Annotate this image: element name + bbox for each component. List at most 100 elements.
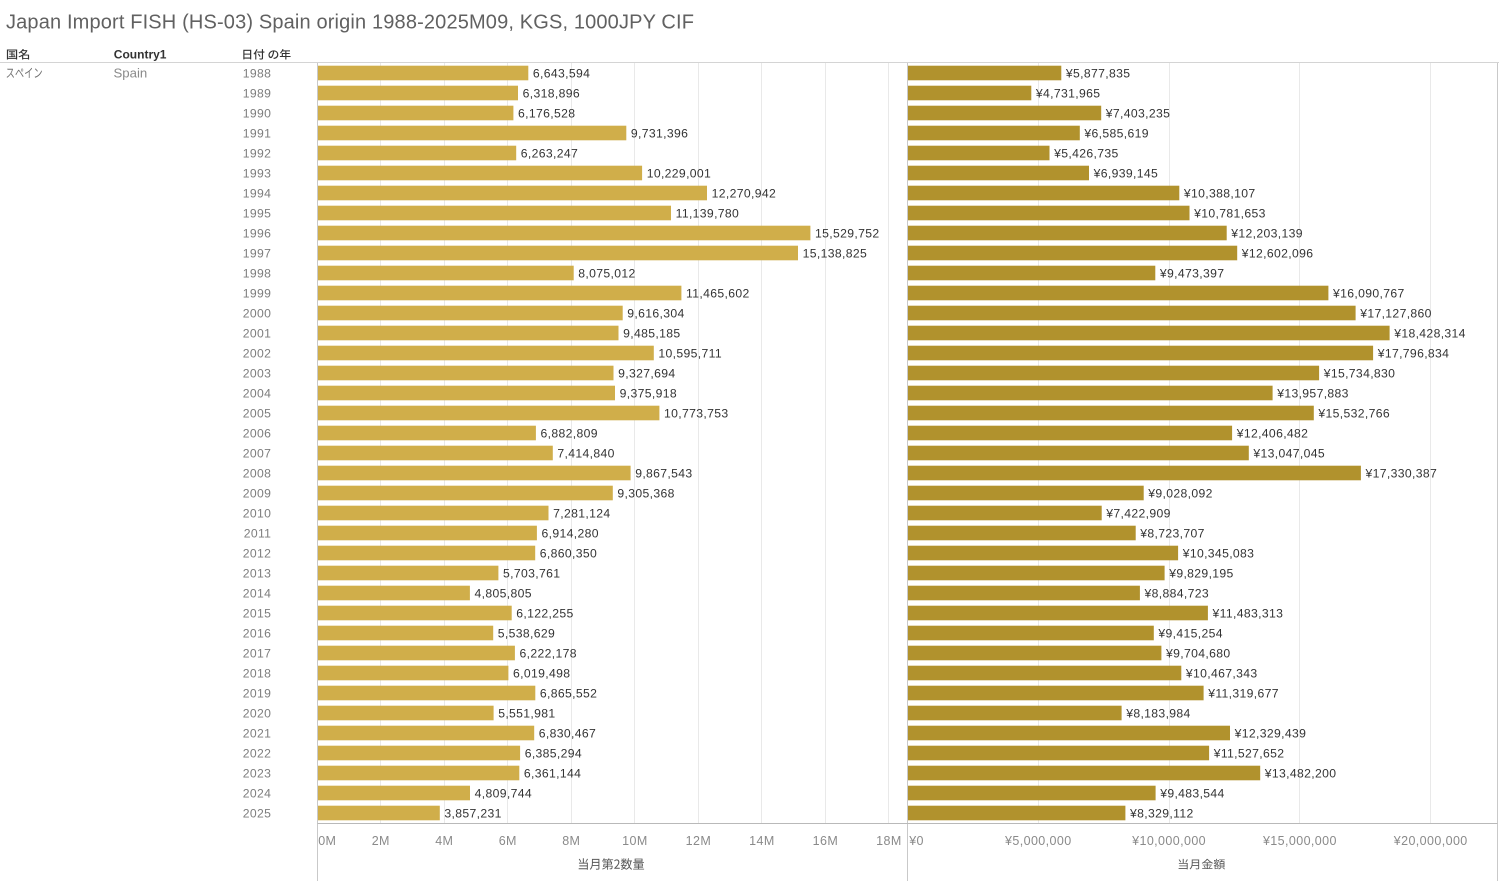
svg-text:¥12,329,439: ¥12,329,439 [1234, 727, 1307, 741]
svg-text:6,263,247: 6,263,247 [521, 147, 578, 161]
svg-text:2015: 2015 [243, 607, 272, 621]
svg-text:1996: 1996 [243, 227, 272, 241]
svg-text:6,361,144: 6,361,144 [524, 767, 581, 781]
svg-text:2006: 2006 [243, 427, 272, 441]
svg-text:¥10,781,653: ¥10,781,653 [1193, 207, 1266, 221]
svg-text:4,809,744: 4,809,744 [475, 787, 532, 801]
svg-text:¥9,704,680: ¥9,704,680 [1165, 647, 1231, 661]
svg-text:1991: 1991 [243, 127, 272, 141]
svg-text:2018: 2018 [243, 667, 272, 681]
svg-text:¥8,183,984: ¥8,183,984 [1125, 707, 1191, 721]
svg-text:6,914,280: 6,914,280 [542, 527, 599, 541]
svg-text:5,703,761: 5,703,761 [503, 567, 560, 581]
svg-text:¥20,000,000: ¥20,000,000 [1393, 834, 1468, 848]
svg-text:8,075,012: 8,075,012 [578, 267, 635, 281]
svg-text:1993: 1993 [243, 167, 272, 181]
svg-text:4,805,805: 4,805,805 [475, 587, 532, 601]
svg-text:¥8,329,112: ¥8,329,112 [1129, 807, 1194, 821]
svg-text:¥6,939,145: ¥6,939,145 [1093, 167, 1159, 181]
svg-text:2017: 2017 [243, 647, 272, 661]
svg-text:0M: 0M [318, 834, 336, 848]
svg-text:9,375,918: 9,375,918 [620, 387, 677, 401]
svg-text:6,882,809: 6,882,809 [541, 427, 598, 441]
svg-text:12,270,942: 12,270,942 [712, 187, 777, 201]
svg-text:¥7,403,235: ¥7,403,235 [1105, 107, 1171, 121]
svg-text:5,538,629: 5,538,629 [498, 627, 555, 641]
svg-text:2021: 2021 [243, 727, 272, 741]
svg-text:¥9,483,544: ¥9,483,544 [1159, 787, 1225, 801]
svg-text:9,616,304: 9,616,304 [627, 307, 684, 321]
svg-text:¥8,723,707: ¥8,723,707 [1139, 527, 1205, 541]
svg-text:1997: 1997 [243, 247, 272, 261]
svg-text:¥15,734,830: ¥15,734,830 [1323, 367, 1396, 381]
svg-text:5,551,981: 5,551,981 [498, 707, 555, 721]
svg-text:1989: 1989 [243, 87, 272, 101]
svg-text:¥17,796,834: ¥17,796,834 [1377, 347, 1450, 361]
svg-text:6,318,896: 6,318,896 [523, 87, 580, 101]
svg-text:2007: 2007 [243, 447, 272, 461]
svg-text:¥10,000,000: ¥10,000,000 [1131, 834, 1206, 848]
svg-text:¥17,127,860: ¥17,127,860 [1359, 307, 1432, 321]
svg-text:10M: 10M [622, 834, 648, 848]
svg-text:2002: 2002 [243, 347, 272, 361]
svg-text:14M: 14M [749, 834, 775, 848]
svg-text:1995: 1995 [243, 207, 272, 221]
svg-text:1999: 1999 [243, 287, 272, 301]
svg-text:¥13,957,883: ¥13,957,883 [1276, 387, 1349, 401]
svg-text:10,595,711: 10,595,711 [658, 347, 722, 361]
svg-text:2000: 2000 [243, 307, 272, 321]
svg-text:2016: 2016 [243, 627, 272, 641]
svg-text:1992: 1992 [243, 147, 272, 161]
svg-text:9,485,185: 9,485,185 [623, 327, 680, 341]
svg-text:¥11,483,313: ¥11,483,313 [1212, 607, 1284, 621]
svg-text:¥5,877,835: ¥5,877,835 [1065, 67, 1131, 81]
svg-text:¥4,731,965: ¥4,731,965 [1035, 87, 1101, 101]
svg-text:¥7,422,909: ¥7,422,909 [1105, 507, 1171, 521]
svg-text:6M: 6M [499, 834, 517, 848]
svg-text:2003: 2003 [243, 367, 272, 381]
svg-text:2020: 2020 [243, 707, 272, 721]
svg-text:6,865,552: 6,865,552 [540, 687, 597, 701]
svg-text:10,229,001: 10,229,001 [647, 167, 712, 181]
svg-text:¥18,428,314: ¥18,428,314 [1393, 327, 1466, 341]
svg-text:9,731,396: 9,731,396 [631, 127, 688, 141]
svg-text:6,830,467: 6,830,467 [539, 727, 596, 741]
svg-text:Country1: Country1 [114, 48, 167, 62]
svg-text:¥15,532,766: ¥15,532,766 [1317, 407, 1390, 421]
svg-text:¥10,388,107: ¥10,388,107 [1183, 187, 1256, 201]
svg-text:2004: 2004 [243, 387, 272, 401]
svg-text:¥11,319,677: ¥11,319,677 [1207, 687, 1279, 701]
svg-text:¥15,000,000: ¥15,000,000 [1262, 834, 1337, 848]
svg-text:2012: 2012 [243, 547, 272, 561]
svg-text:¥17,330,387: ¥17,330,387 [1365, 467, 1438, 481]
svg-text:6,385,294: 6,385,294 [525, 747, 582, 761]
svg-text:2013: 2013 [243, 567, 272, 581]
svg-text:Spain: Spain [114, 65, 148, 80]
svg-text:¥13,047,045: ¥13,047,045 [1252, 447, 1325, 461]
svg-text:18M: 18M [876, 834, 902, 848]
svg-text:2008: 2008 [243, 467, 272, 481]
svg-text:¥6,585,619: ¥6,585,619 [1083, 127, 1149, 141]
svg-text:2010: 2010 [243, 507, 272, 521]
svg-text:¥9,028,092: ¥9,028,092 [1147, 487, 1213, 501]
svg-text:2009: 2009 [243, 487, 272, 501]
svg-text:6,176,528: 6,176,528 [518, 107, 575, 121]
svg-text:1998: 1998 [243, 267, 272, 281]
svg-text:¥11,527,652: ¥11,527,652 [1213, 747, 1285, 761]
svg-text:¥16,090,767: ¥16,090,767 [1332, 287, 1405, 301]
svg-text:¥10,467,343: ¥10,467,343 [1185, 667, 1258, 681]
svg-text:2014: 2014 [243, 587, 272, 601]
svg-text:2025: 2025 [243, 807, 272, 821]
svg-text:¥12,406,482: ¥12,406,482 [1236, 427, 1309, 441]
svg-text:2M: 2M [372, 834, 390, 848]
svg-text:11,139,780: 11,139,780 [676, 207, 740, 221]
svg-text:3,857,231: 3,857,231 [444, 807, 501, 821]
svg-text:¥12,602,096: ¥12,602,096 [1241, 247, 1314, 261]
svg-text:¥9,415,254: ¥9,415,254 [1157, 627, 1223, 641]
svg-text:2019: 2019 [243, 687, 272, 701]
svg-text:15,138,825: 15,138,825 [803, 247, 868, 261]
svg-text:2001: 2001 [243, 327, 272, 341]
svg-text:¥13,482,200: ¥13,482,200 [1264, 767, 1337, 781]
svg-text:8M: 8M [562, 834, 580, 848]
svg-text:2024: 2024 [243, 787, 272, 801]
